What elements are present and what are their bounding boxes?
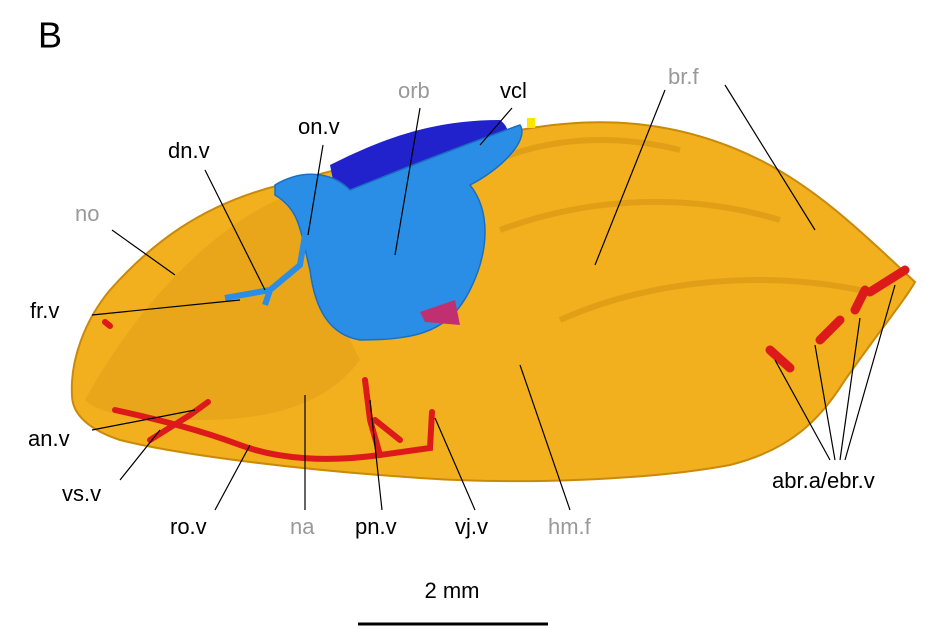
label: abr.a/ebr.v xyxy=(772,468,875,493)
label: orb xyxy=(398,78,430,103)
label: dn.v xyxy=(168,138,210,163)
panel-label: B xyxy=(38,15,62,56)
label: an.v xyxy=(28,426,70,451)
label: pn.v xyxy=(355,514,397,539)
label: on.v xyxy=(298,114,340,139)
label: vs.v xyxy=(62,481,101,506)
label: vj.v xyxy=(455,514,488,539)
figure: B orb vcl br.f on.v dn.v no fr.v an.v vs… xyxy=(0,0,925,629)
scale-label: 2 mm xyxy=(425,578,480,603)
label: na xyxy=(290,514,315,539)
label: fr.v xyxy=(30,298,59,323)
yellow-tip xyxy=(527,118,535,128)
label: no xyxy=(75,201,99,226)
label: vcl xyxy=(500,78,527,103)
label: hm.f xyxy=(548,514,592,539)
label: br.f xyxy=(668,64,699,89)
label: ro.v xyxy=(170,514,207,539)
